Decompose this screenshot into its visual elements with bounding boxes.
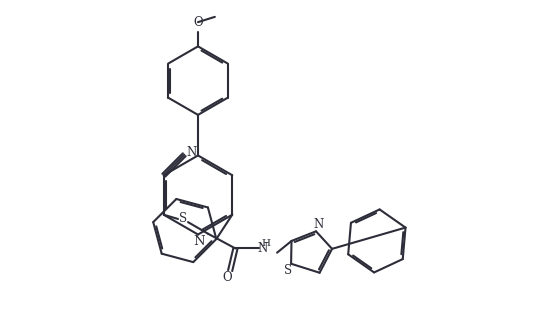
Text: O: O <box>223 272 232 285</box>
Text: H: H <box>262 239 271 248</box>
Text: S: S <box>179 212 187 225</box>
Text: N: N <box>193 235 205 248</box>
Text: S: S <box>284 264 292 277</box>
Text: N: N <box>313 218 324 231</box>
Text: O: O <box>193 16 203 29</box>
Text: N: N <box>186 146 196 159</box>
Text: N: N <box>258 242 268 255</box>
